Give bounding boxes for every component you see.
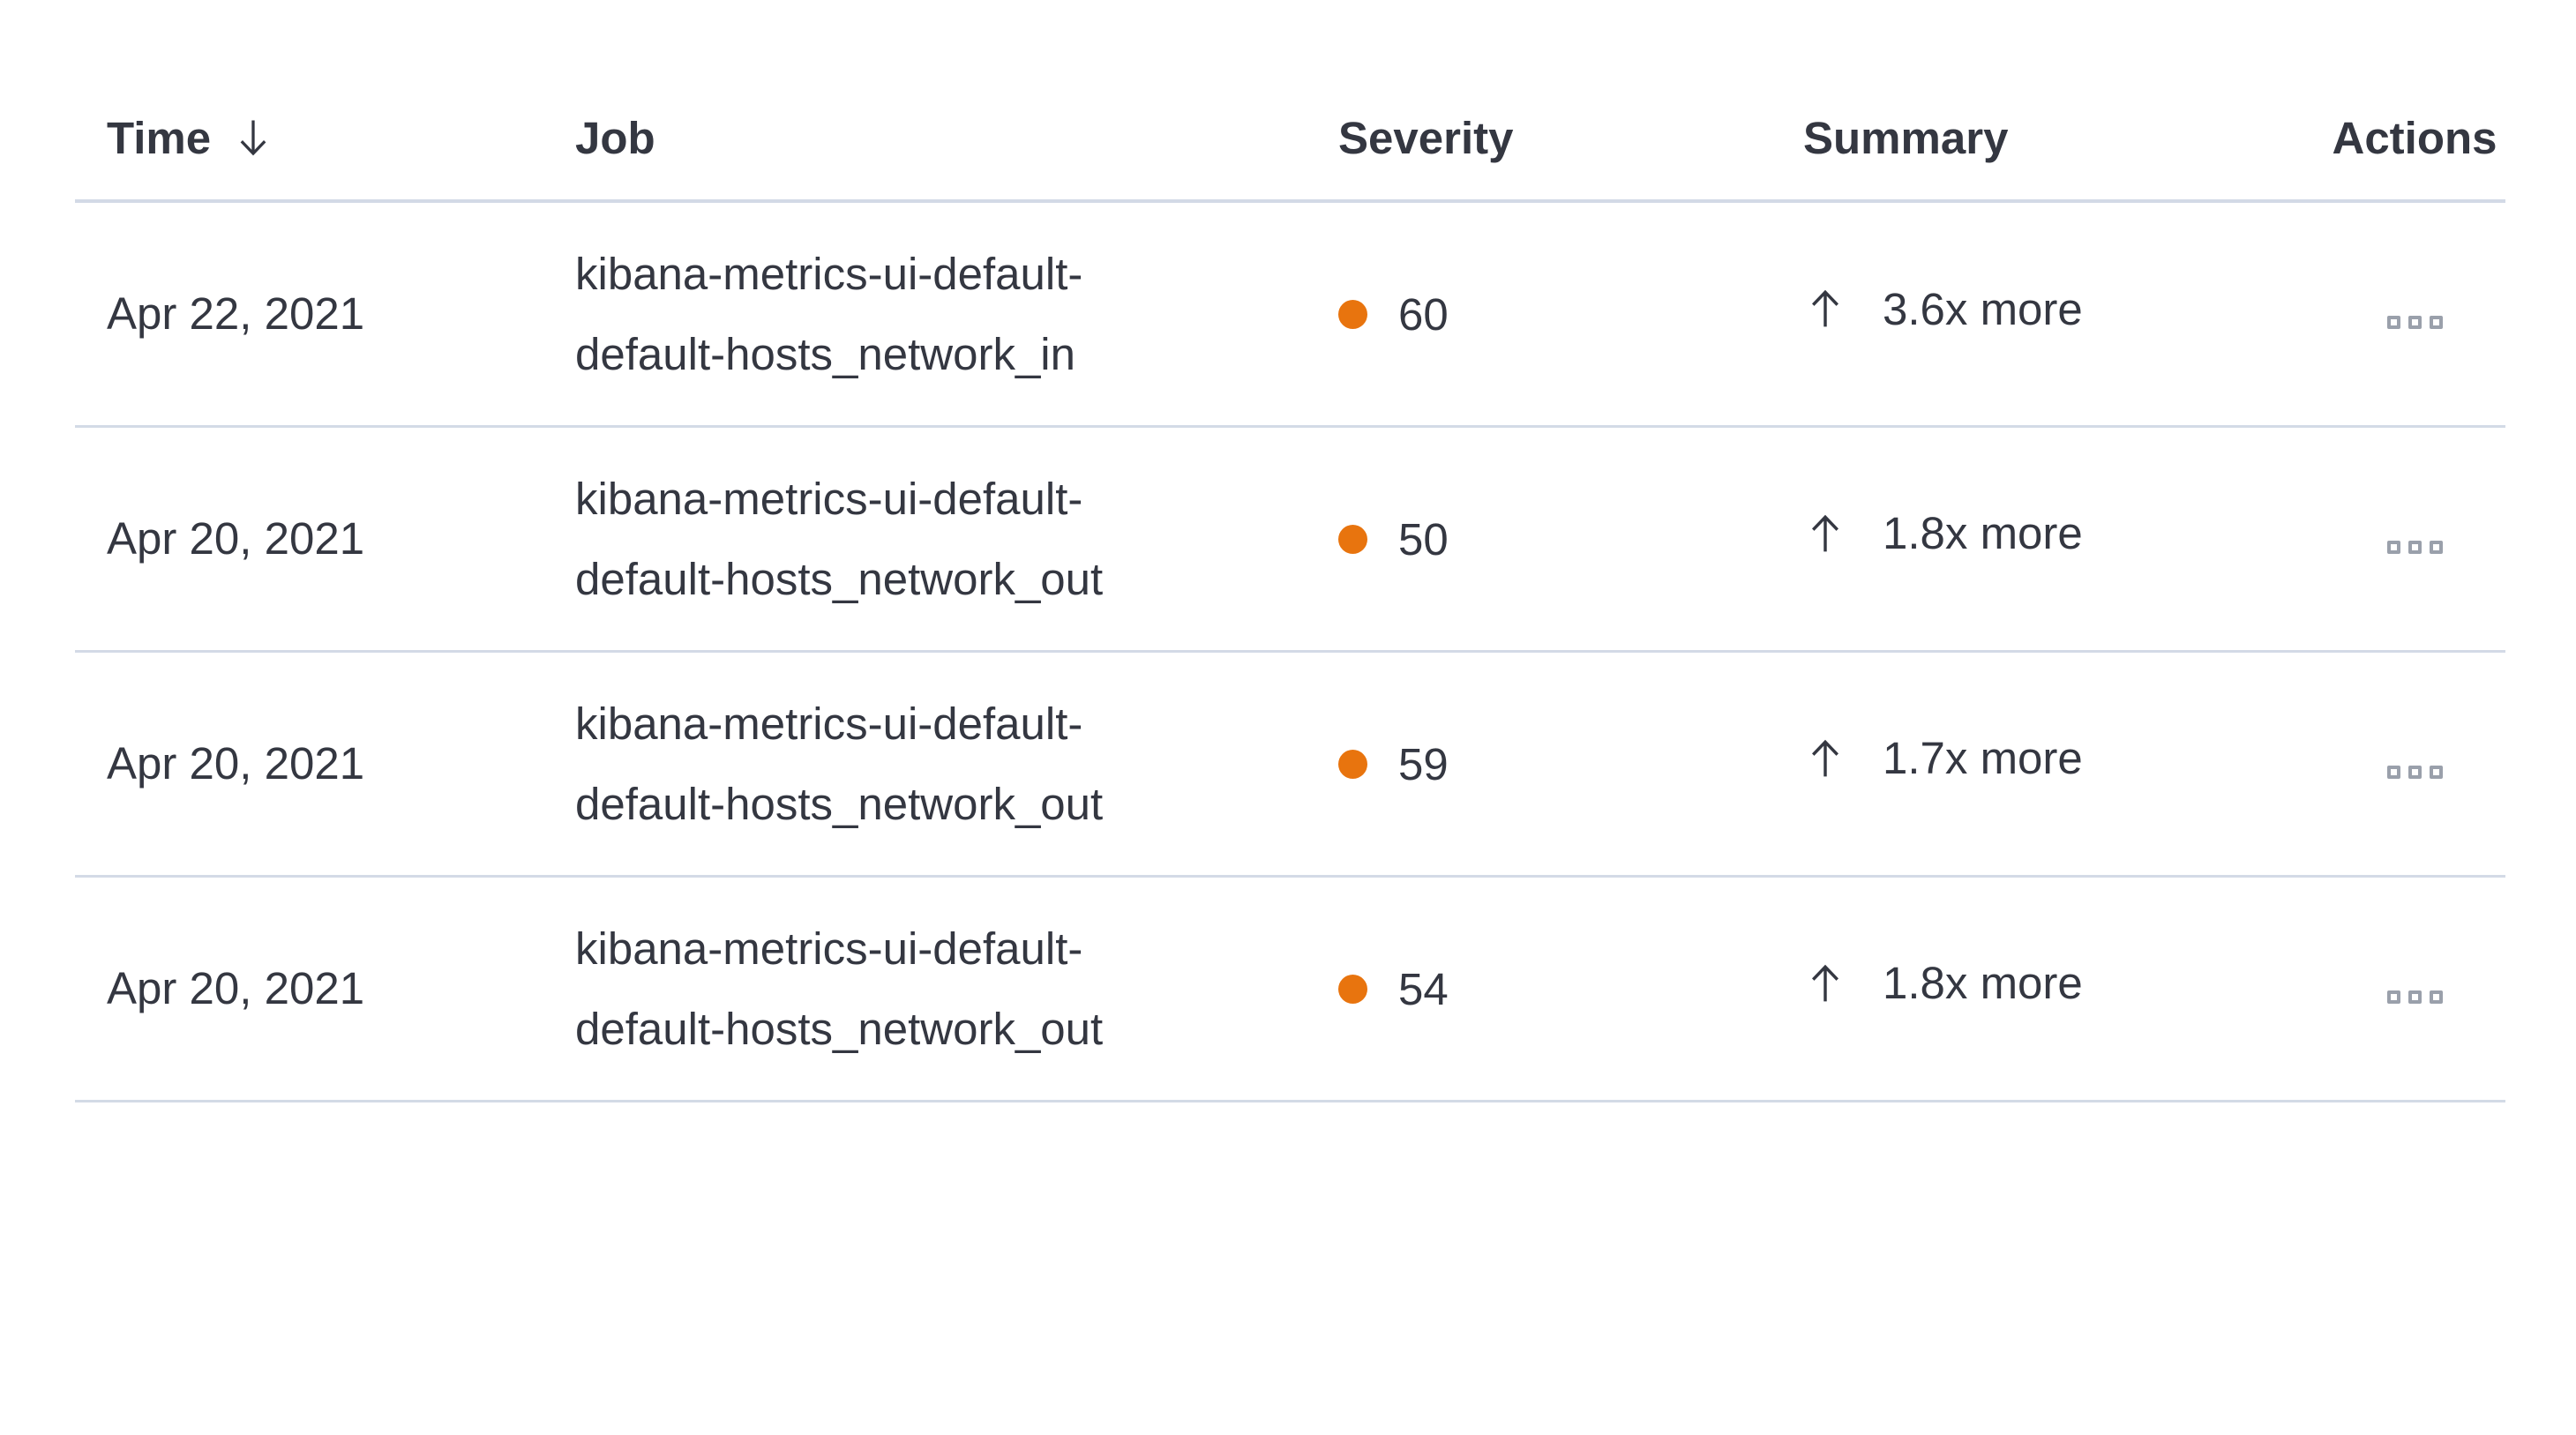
sort-descending-icon [232, 114, 274, 161]
severity-cell: 59 [1307, 651, 1771, 878]
time-value: Apr 22, 2021 [107, 288, 365, 340]
job-cell: kibana-metrics-ui-default- default-hosts… [543, 426, 1307, 653]
actions-cell [2324, 201, 2505, 428]
job-name-line-1: kibana-metrics-ui-default- [575, 923, 1083, 974]
time-value: Apr 20, 2021 [107, 738, 365, 789]
column-header-job[interactable]: Job [543, 76, 1307, 203]
time-cell: Apr 20, 2021 [75, 651, 543, 878]
severity-cell: 54 [1307, 876, 1771, 1102]
job-cell: kibana-metrics-ui-default- default-hosts… [543, 651, 1307, 878]
arrow-up-icon [1803, 733, 1847, 784]
severity-score: 60 [1398, 288, 1449, 340]
summary-value: 3.6x more [1883, 283, 2083, 334]
arrow-up-icon [1803, 283, 1847, 334]
actions-cell [2324, 876, 2505, 1102]
time-value: Apr 20, 2021 [107, 963, 365, 1013]
summary-value: 1.7x more [1883, 733, 2083, 784]
table-row: Apr 22, 2021 kibana-metrics-ui-default- … [75, 201, 2505, 428]
time-cell: Apr 22, 2021 [75, 201, 543, 428]
table-row: Apr 20, 2021 kibana-metrics-ui-default- … [75, 876, 2505, 1102]
table-row: Apr 20, 2021 kibana-metrics-ui-default- … [75, 426, 2505, 653]
summary-cell: 1.7x more [1771, 651, 2324, 878]
severity-dot-icon [1338, 749, 1367, 779]
column-header-summary-label: Summary [1803, 112, 2009, 163]
column-header-time[interactable]: Time [75, 76, 543, 203]
severity-cell: 60 [1307, 201, 1771, 428]
job-name-line-1: kibana-metrics-ui-default- [575, 248, 1083, 299]
summary-cell: 1.8x more [1771, 426, 2324, 653]
boxes-horizontal-icon [2386, 990, 2443, 1006]
severity-dot-icon [1338, 974, 1367, 1004]
table-row: Apr 20, 2021 kibana-metrics-ui-default- … [75, 651, 2505, 878]
time-cell: Apr 20, 2021 [75, 426, 543, 653]
column-header-actions: Actions [2324, 76, 2505, 203]
actions-cell [2324, 651, 2505, 878]
job-name-line-1: kibana-metrics-ui-default- [575, 473, 1083, 524]
summary-cell: 3.6x more [1771, 201, 2324, 428]
row-actions-button[interactable] [2378, 757, 2452, 790]
boxes-horizontal-icon [2386, 765, 2443, 781]
column-header-time-label: Time [107, 112, 212, 163]
column-header-severity-label: Severity [1338, 112, 1514, 163]
header-row: Time Job Severity Summary Actions [75, 76, 2505, 203]
severity-score: 50 [1398, 513, 1449, 564]
job-name-line-2: default-hosts_network_out [575, 553, 1104, 604]
column-header-severity[interactable]: Severity [1307, 76, 1771, 203]
column-header-summary[interactable]: Summary [1771, 76, 2324, 203]
anomalies-table: Time Job Severity Summary Actions [75, 76, 2505, 1102]
anomalies-table-container: Time Job Severity Summary Actions [75, 76, 2505, 1102]
job-cell: kibana-metrics-ui-default- default-hosts… [543, 876, 1307, 1102]
arrow-up-icon [1803, 508, 1847, 559]
severity-dot-icon [1338, 299, 1367, 329]
job-name-line-2: default-hosts_network_in [575, 328, 1076, 379]
column-header-actions-label: Actions [2332, 112, 2497, 163]
summary-cell: 1.8x more [1771, 876, 2324, 1102]
column-header-job-label: Job [575, 112, 655, 163]
summary-value: 1.8x more [1883, 508, 2083, 559]
row-actions-button[interactable] [2378, 982, 2452, 1015]
job-name-line-2: default-hosts_network_out [575, 778, 1104, 829]
boxes-horizontal-icon [2386, 315, 2443, 332]
job-name-line-2: default-hosts_network_out [575, 1003, 1104, 1054]
actions-cell [2324, 426, 2505, 653]
arrow-up-icon [1803, 958, 1847, 1009]
severity-dot-icon [1338, 524, 1367, 554]
severity-cell: 50 [1307, 426, 1771, 653]
summary-value: 1.8x more [1883, 958, 2083, 1009]
job-name-line-1: kibana-metrics-ui-default- [575, 698, 1083, 749]
row-actions-button[interactable] [2378, 307, 2452, 340]
time-cell: Apr 20, 2021 [75, 876, 543, 1102]
time-value: Apr 20, 2021 [107, 513, 365, 564]
boxes-horizontal-icon [2386, 540, 2443, 557]
job-cell: kibana-metrics-ui-default- default-hosts… [543, 201, 1307, 428]
severity-score: 59 [1398, 738, 1449, 789]
row-actions-button[interactable] [2378, 532, 2452, 565]
severity-score: 54 [1398, 963, 1449, 1014]
